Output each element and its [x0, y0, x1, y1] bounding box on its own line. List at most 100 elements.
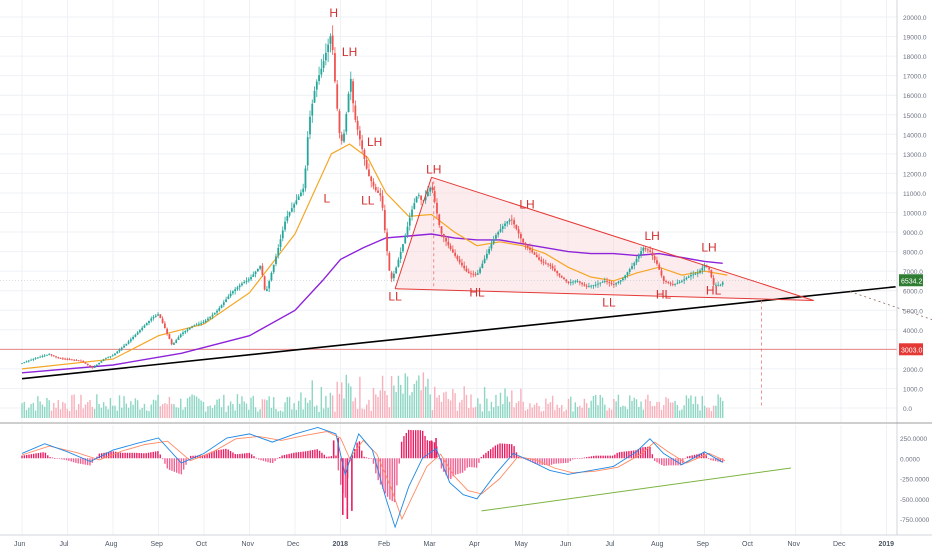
- macd-histogram-bar: [644, 447, 647, 459]
- candle-body: [637, 255, 640, 259]
- macd-histogram-bar: [70, 458, 72, 462]
- volume-bar: [365, 404, 368, 418]
- candle-body: [374, 186, 377, 191]
- volume-bar: [601, 397, 604, 418]
- volume-bar: [658, 401, 660, 418]
- y-tick-label: 17000.0: [903, 74, 927, 81]
- macd-histogram-bar: [635, 450, 637, 459]
- volume-bar: [170, 403, 173, 418]
- x-tick-label: Nov: [242, 541, 255, 548]
- candle-body: [631, 266, 633, 269]
- volume-bar: [341, 382, 343, 418]
- candle-body: [277, 247, 280, 256]
- volume-bar: [243, 401, 245, 418]
- volume-bar: [318, 411, 320, 418]
- volume-bar: [515, 403, 518, 418]
- macd-histogram-bar: [719, 458, 721, 463]
- candle-body: [581, 282, 584, 285]
- candle-body: [429, 187, 432, 192]
- macd-histogram-bar: [283, 454, 286, 459]
- volume-bar: [347, 383, 350, 418]
- candle-body: [606, 281, 608, 283]
- candle-body: [64, 358, 66, 360]
- candle-body: [23, 362, 26, 364]
- candle-body: [497, 232, 500, 235]
- candle-body: [633, 262, 636, 266]
- volume-bar: [393, 385, 395, 418]
- macd-histogram-bar: [145, 453, 147, 459]
- candle-body: [674, 283, 676, 285]
- candle-body: [66, 358, 69, 360]
- candle-body: [136, 332, 139, 335]
- macd-histogram-bar: [518, 456, 520, 459]
- volume-bar: [508, 401, 511, 418]
- macd-histogram-bar: [499, 443, 501, 459]
- volume-bar: [180, 398, 182, 418]
- volume-bar: [572, 411, 574, 418]
- candle-body: [463, 265, 466, 269]
- macd-histogram-bar: [337, 438, 340, 459]
- macd-histogram-bar: [646, 446, 649, 459]
- candle-body: [211, 314, 214, 317]
- macd-histogram-bar: [234, 453, 236, 459]
- candle-body: [490, 244, 493, 249]
- macd-histogram-bar: [300, 451, 302, 459]
- candle-body: [105, 358, 107, 360]
- macd-histogram-bar: [297, 452, 300, 459]
- macd-histogram-bar: [330, 456, 333, 459]
- candle-body: [415, 196, 418, 203]
- candle-body: [456, 256, 459, 260]
- volume-bar: [540, 411, 542, 418]
- volume-bar: [268, 396, 270, 418]
- candle-body: [89, 365, 91, 367]
- macd-histogram-bar: [398, 458, 400, 464]
- macd-histogram-bar: [532, 458, 534, 463]
- candle-body: [245, 280, 248, 282]
- macd-histogram-bar: [23, 455, 26, 459]
- candle-body: [495, 235, 497, 239]
- volume-bar: [565, 409, 567, 418]
- volume-bar: [300, 392, 302, 418]
- pattern-label-hl: HL: [656, 288, 672, 302]
- volume-bar: [488, 411, 490, 418]
- pattern-label-lh: LH: [519, 198, 534, 212]
- macd-histogram-bar: [119, 452, 122, 459]
- volume-bar: [629, 395, 631, 418]
- candle-body: [68, 359, 71, 360]
- y-tick-label: 9000.0: [903, 230, 923, 237]
- candle-body: [402, 244, 404, 252]
- candle-body: [320, 68, 323, 75]
- candle-body: [166, 328, 169, 334]
- macd-histogram-bar: [65, 458, 68, 461]
- candle-body: [216, 310, 218, 313]
- volume-bar: [524, 410, 527, 418]
- macd-histogram-bar: [574, 458, 576, 460]
- macd-histogram-bar: [438, 458, 440, 460]
- volume-bar: [257, 411, 259, 418]
- volume-bar: [141, 407, 143, 418]
- macd-tick-label: 250.0000: [900, 436, 927, 443]
- candle-body: [379, 193, 382, 196]
- macd-histogram-bar: [721, 458, 724, 463]
- macd-histogram-bar: [37, 453, 40, 459]
- macd-histogram-bar: [405, 433, 407, 459]
- volume-bar: [100, 407, 103, 418]
- volume-bar: [511, 390, 513, 418]
- macd-histogram-bar: [555, 458, 557, 464]
- candle-body: [397, 259, 400, 267]
- volume-bar: [325, 395, 327, 418]
- candle-body: [642, 247, 645, 251]
- candle-body: [610, 283, 613, 285]
- macd-histogram-bar: [614, 454, 616, 459]
- candle-body: [179, 334, 182, 338]
- volume-bar: [542, 410, 545, 418]
- volume-bar: [53, 403, 55, 418]
- volume-bar: [89, 399, 91, 418]
- volume-bar: [375, 394, 377, 418]
- candle-body: [615, 283, 618, 285]
- candle-body: [683, 279, 686, 281]
- x-tick-label: 2019: [879, 541, 895, 548]
- candle-body: [499, 229, 502, 232]
